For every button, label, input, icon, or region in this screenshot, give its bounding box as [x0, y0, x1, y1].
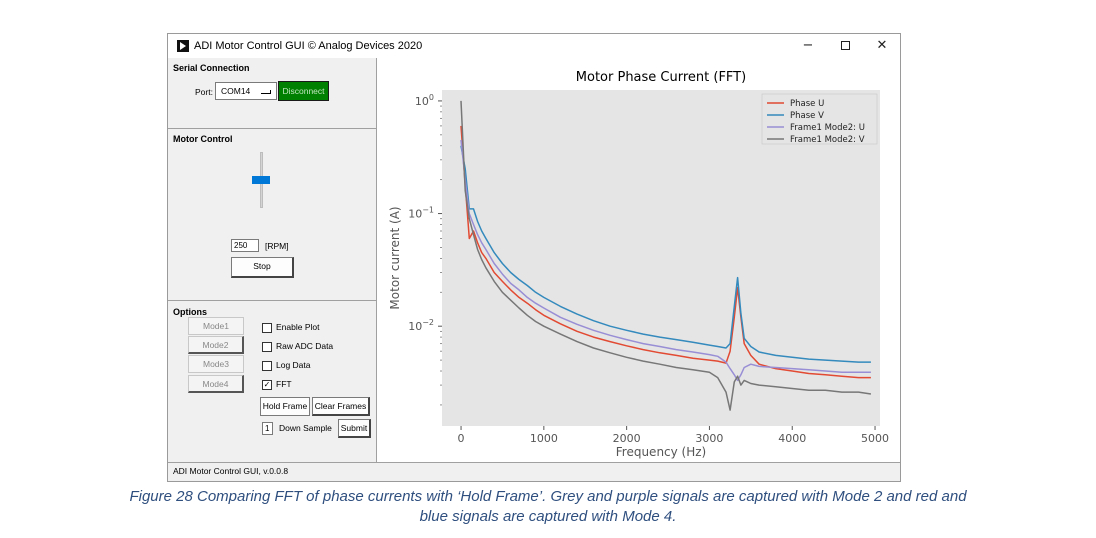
checkbox-label-2: Raw ADC Data [276, 341, 334, 351]
app-window: ADI Motor Control GUI © Analog Devices 2… [167, 33, 901, 482]
legend-label-3: Frame1 Mode2: U [790, 123, 865, 133]
caption-line-1: Figure 28 Comparing FFT of phase current… [129, 488, 967, 505]
mode-button-2[interactable]: Mode2 [188, 336, 244, 354]
port-select[interactable]: COM14 [215, 82, 277, 100]
x-tick-label-4: 4000 [778, 432, 806, 445]
y-tick-exp-1: −1 [422, 206, 434, 215]
series-line-2 [460, 145, 871, 363]
clear-frames-button[interactable]: Clear Frames [312, 397, 370, 416]
speed-slider-thumb[interactable] [252, 176, 270, 184]
x-tick-label-0: 0 [458, 432, 465, 445]
panel-divider [376, 58, 377, 463]
submit-button[interactable]: Submit [338, 419, 371, 438]
y-tick-base-1: 10 [408, 208, 422, 221]
y-tick-label-0: 100 [415, 93, 434, 108]
checkbox-1[interactable] [262, 323, 272, 333]
speed-input[interactable]: 250 [231, 239, 259, 252]
options-title: Options [173, 307, 207, 317]
mode-button-4[interactable]: Mode4 [188, 375, 244, 393]
x-tick-label-3: 3000 [695, 432, 723, 445]
options-section: Options Mode1 Mode2 Mode3 Mode4 Enable Plot… [168, 301, 376, 462]
status-text: ADI Motor Control GUI, v.0.0.8 [173, 466, 289, 476]
rpm-unit-label: [RPM] [265, 241, 289, 251]
y-axis-label: Motor current (A) [388, 206, 402, 309]
fft-chart: Motor Phase Current (FFT) Frequency (Hz)… [388, 70, 889, 459]
title-bar: ADI Motor Control GUI © Analog Devices 2… [168, 34, 900, 58]
figure-caption: Figure 28 Comparing FFT of phase current… [0, 487, 1096, 527]
maximize-icon [840, 41, 850, 50]
motor-control-title: Motor Control [173, 134, 233, 144]
legend-label-1: Phase U [790, 99, 824, 109]
port-value: COM14 [221, 86, 251, 96]
checkbox-4[interactable]: ✓ [262, 380, 272, 390]
mode-button-1[interactable]: Mode1 [188, 317, 244, 335]
window-title: ADI Motor Control GUI © Analog Devices 2… [194, 40, 423, 52]
x-tick-label-5: 5000 [861, 432, 889, 445]
chart-title: Motor Phase Current (FFT) [576, 70, 746, 85]
serial-connection-section: Serial Connection Port: COM14 Disconnect [168, 58, 376, 129]
legend-label-2: Phase V [790, 111, 824, 121]
stop-button[interactable]: Stop [231, 257, 294, 278]
y-tick-base-0: 10 [415, 95, 429, 108]
app-logo-icon [177, 40, 189, 52]
mode-button-3[interactable]: Mode3 [188, 355, 244, 373]
maximize-button[interactable] [827, 34, 863, 58]
caption-line-2: blue signals are captured with Mode 4. [419, 508, 677, 525]
legend-label-4: Frame1 Mode2: V [790, 135, 865, 145]
y-tick-base-2: 10 [408, 320, 422, 333]
checkbox-label-3: Log Data [276, 360, 311, 370]
checkbox-2[interactable] [262, 342, 272, 352]
y-tick-label-2: 10−2 [408, 318, 434, 333]
dropdown-icon [261, 90, 271, 94]
disconnect-button[interactable]: Disconnect [278, 81, 329, 101]
checkbox-label-4: FFT [276, 379, 292, 389]
down-sample-label: Down Sample [279, 423, 332, 433]
port-label: Port: [195, 87, 213, 97]
serial-connection-title: Serial Connection [173, 63, 250, 73]
x-tick-label-2: 2000 [613, 432, 641, 445]
y-tick-label-1: 10−1 [408, 206, 434, 221]
motor-control-section: Motor Control 250 [RPM] Stop [168, 129, 376, 301]
x-axis-label: Frequency (Hz) [616, 445, 707, 459]
hold-frame-button[interactable]: Hold Frame [260, 397, 310, 416]
plot-area: Motor Phase Current (FFT) Frequency (Hz)… [377, 58, 900, 462]
minimize-button[interactable]: − [802, 38, 814, 53]
x-tick-label-1: 1000 [530, 432, 558, 445]
y-tick-exp-0: 0 [429, 93, 434, 102]
down-sample-input[interactable]: 1 [262, 422, 273, 435]
y-tick-exp-2: −2 [422, 318, 434, 327]
checkbox-3[interactable] [262, 361, 272, 371]
control-panel: Serial Connection Port: COM14 Disconnect… [168, 58, 376, 462]
series-line-4 [460, 100, 872, 411]
checkbox-label-1: Enable Plot [276, 322, 320, 332]
close-button[interactable]: ✕ [876, 38, 888, 53]
series-line-3 [460, 139, 871, 382]
status-divider [168, 462, 900, 463]
